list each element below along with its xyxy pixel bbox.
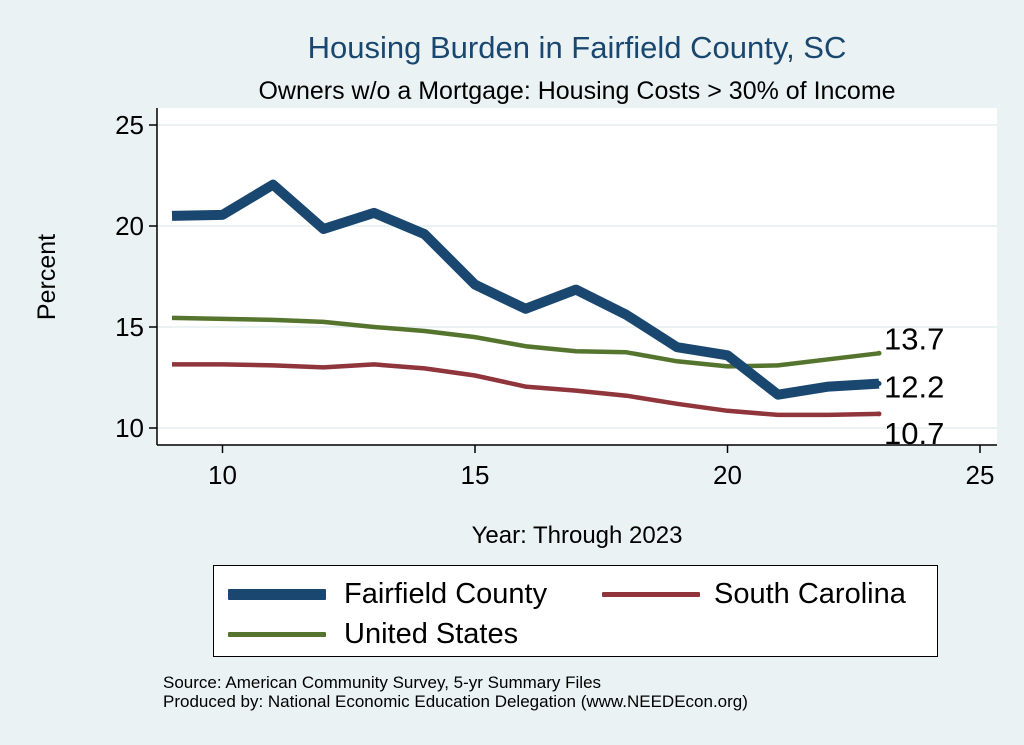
line-chart: 10 15 20 25 10 15 20 25 12.2 10.7 13.7 Housing Bu… [33, 30, 997, 549]
x-tick-label-20: 20 [713, 460, 742, 490]
end-label-united-states: 13.7 [884, 321, 944, 356]
y-axis-title: Percent [33, 234, 61, 320]
y-tick-label-10: 10 [115, 413, 144, 443]
legend-label-south-carolina: South Carolina [714, 578, 906, 610]
legend-swatch-south-carolina [602, 592, 700, 597]
x-axis-title: Year: Through 2023 [472, 522, 683, 549]
legend-swatch-fairfield-county [228, 589, 326, 600]
x-tick-label-25: 25 [966, 460, 995, 490]
legend-item-united-states: United States [228, 618, 518, 651]
chart-title: Housing Burden in Fairfield County, SC [308, 30, 847, 65]
producer-note: Produced by: National Economic Education… [163, 692, 748, 711]
end-label-south-carolina: 10.7 [884, 416, 944, 451]
legend-label-fairfield-county: Fairfield County [344, 578, 548, 610]
series-line-united-states [171, 315, 880, 369]
legend-item-fairfield-county: Fairfield County [228, 578, 547, 611]
x-tick-label-10: 10 [208, 460, 237, 490]
legend: Fairfield County South Carolina United S… [213, 565, 938, 657]
end-label-fairfield-county: 12.2 [884, 370, 944, 405]
series-line-fairfield-county [171, 179, 880, 400]
y-tick-label-20: 20 [115, 211, 144, 241]
end-point-fairfield-county [876, 381, 882, 387]
y-tick-label-25: 25 [115, 110, 144, 140]
legend-swatch-united-states [228, 632, 326, 637]
footer-notes: Source: American Community Survey, 5-yr … [163, 673, 748, 711]
end-point-united-states [876, 350, 882, 356]
y-tick-label-15: 15 [115, 312, 144, 342]
series-line-south-carolina [172, 362, 880, 418]
end-point-south-carolina [876, 411, 882, 417]
source-note: Source: American Community Survey, 5-yr … [163, 673, 602, 692]
legend-item-south-carolina: South Carolina [602, 578, 906, 611]
legend-label-united-states: United States [344, 618, 519, 650]
x-tick-label-15: 15 [461, 460, 490, 490]
chart-subtitle: Owners w/o a Mortgage: Housing Costs > 3… [258, 77, 895, 105]
plot-area [157, 108, 997, 445]
